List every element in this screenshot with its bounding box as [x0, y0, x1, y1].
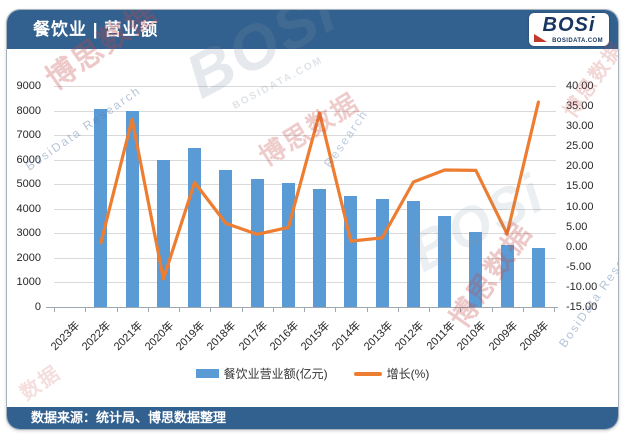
x-tick-label: 2022年 — [80, 319, 114, 354]
x-axis-tick — [522, 307, 524, 312]
legend-label: 餐饮业营业额(亿元) — [223, 367, 328, 381]
x-tick-label: 2011年 — [424, 319, 458, 353]
x-tick-label: 2023年 — [48, 319, 83, 354]
y-axis-left-label: 6000 — [16, 153, 41, 166]
x-tick-label: 2019年 — [173, 319, 208, 354]
logo-text: BOSi — [542, 14, 596, 36]
x-axis-tick — [460, 307, 462, 312]
y-axis-right-label: 15.00 — [566, 180, 594, 193]
page-title: 餐饮业 | 营业额 — [33, 20, 159, 39]
y-axis-left-label: 7000 — [16, 129, 41, 142]
x-tick-label: 2012年 — [392, 319, 427, 354]
x-axis-tick — [147, 307, 149, 312]
x-tick-label: 2014年 — [330, 319, 364, 354]
y-axis-right-label: 0.00 — [566, 240, 588, 253]
gridline — [54, 282, 556, 284]
x-axis-tick — [335, 307, 337, 312]
x-axis-tick — [366, 307, 368, 312]
x-tick-label: 2017年 — [236, 319, 271, 354]
x-axis-tick — [54, 307, 55, 312]
x-tick-label: 2020年 — [142, 319, 177, 354]
data-source-text: 数据来源：统计局、博思数据整理 — [31, 410, 227, 425]
bar-2011年 — [438, 216, 452, 307]
legend-line-swatch — [353, 371, 382, 376]
legend-item: 餐饮业营业额(亿元) — [195, 365, 328, 382]
chart-card: 餐饮业 | 营业额 BOSi BOSIDATA.COM 0 1000 2000 300… — [6, 9, 619, 430]
bar-2022年 — [94, 109, 108, 307]
chart-area: 0 1000 2000 3000 4000 5000 6000 7000 8000 9000 -15… — [7, 10, 618, 429]
bar-2010年 — [469, 232, 483, 307]
bar-2009年 — [500, 244, 514, 307]
y-axis-right-label: -15.00 — [566, 301, 598, 313]
legend-label: 增长(%) — [386, 367, 430, 381]
x-axis-tick — [85, 307, 87, 312]
x-axis-tick — [210, 307, 212, 312]
y-axis-left-label: 4000 — [16, 202, 41, 215]
y-axis-left-label: 2000 — [16, 251, 41, 264]
x-axis-line — [46, 307, 558, 308]
x-tick-label: 2016年 — [267, 319, 302, 354]
x-tick-label: 2008年 — [517, 319, 552, 354]
y-axis-right-label: -10.00 — [566, 280, 598, 293]
y-axis-right-label: 5.00 — [566, 220, 588, 233]
x-tick-label: 2013年 — [361, 319, 396, 354]
bar-2016年 — [281, 183, 295, 307]
logo-caption: BOSIDATA.COM — [552, 38, 603, 44]
bar-2019年 — [188, 147, 202, 307]
y-axis-right-label: -5.00 — [566, 260, 592, 273]
bosi-logo: BOSi BOSIDATA.COM — [529, 13, 609, 46]
x-tick-label: 2010年 — [455, 319, 489, 354]
logo-triangle-icon — [534, 34, 547, 42]
bar-2018年 — [219, 170, 233, 307]
legend-bar-swatch — [195, 369, 219, 378]
bar-2020年 — [156, 159, 170, 307]
bar-2021年 — [125, 111, 139, 307]
x-axis-tick — [179, 307, 180, 312]
y-axis-left-label: 0 — [34, 301, 41, 313]
legend: 餐饮业营业额(亿元) 增长(%) — [7, 365, 618, 382]
y-axis-right-label: 40.00 — [566, 80, 594, 92]
x-tick-label: 2015年 — [298, 319, 333, 354]
y-axis-right-label: 10.00 — [566, 200, 594, 213]
legend-item: 增长(%) — [353, 365, 430, 382]
y-axis-left-label: 8000 — [16, 104, 41, 117]
y-axis-right-label: 30.00 — [566, 120, 594, 133]
x-axis-tick — [429, 307, 430, 312]
x-axis-tick — [116, 307, 118, 312]
y-axis-left-label: 1000 — [16, 276, 41, 289]
y-axis-left-label: 3000 — [16, 227, 41, 240]
bar-2013年 — [375, 199, 389, 307]
y-axis-left-label: 5000 — [16, 178, 41, 191]
x-axis-tick — [241, 307, 243, 312]
y-axis-right-label: 20.00 — [566, 160, 594, 173]
bar-2008年 — [531, 247, 545, 307]
x-tick-label: 2021年 — [111, 319, 146, 354]
x-axis-tick — [491, 307, 493, 312]
x-tick-label: 2009年 — [486, 319, 521, 354]
gridline — [54, 86, 556, 87]
y-axis-right-label: 25.00 — [566, 140, 594, 153]
x-axis-tick — [304, 307, 305, 312]
header-bar: 餐饮业 | 营业额 BOSi BOSIDATA.COM — [7, 10, 618, 49]
footer-bar: 数据来源：统计局、博思数据整理 — [7, 407, 618, 429]
x-axis-tick — [272, 307, 274, 312]
x-axis-tick — [554, 307, 555, 312]
bar-2017年 — [250, 178, 264, 307]
x-tick-label: 2018年 — [205, 319, 239, 354]
bar-2014年 — [344, 195, 358, 307]
y-axis-left-label: 9000 — [16, 80, 41, 92]
bar-2012年 — [406, 200, 420, 307]
y-axis-right-label: 35.00 — [566, 100, 594, 113]
bar-2015年 — [313, 189, 327, 307]
x-axis-tick — [397, 307, 399, 312]
